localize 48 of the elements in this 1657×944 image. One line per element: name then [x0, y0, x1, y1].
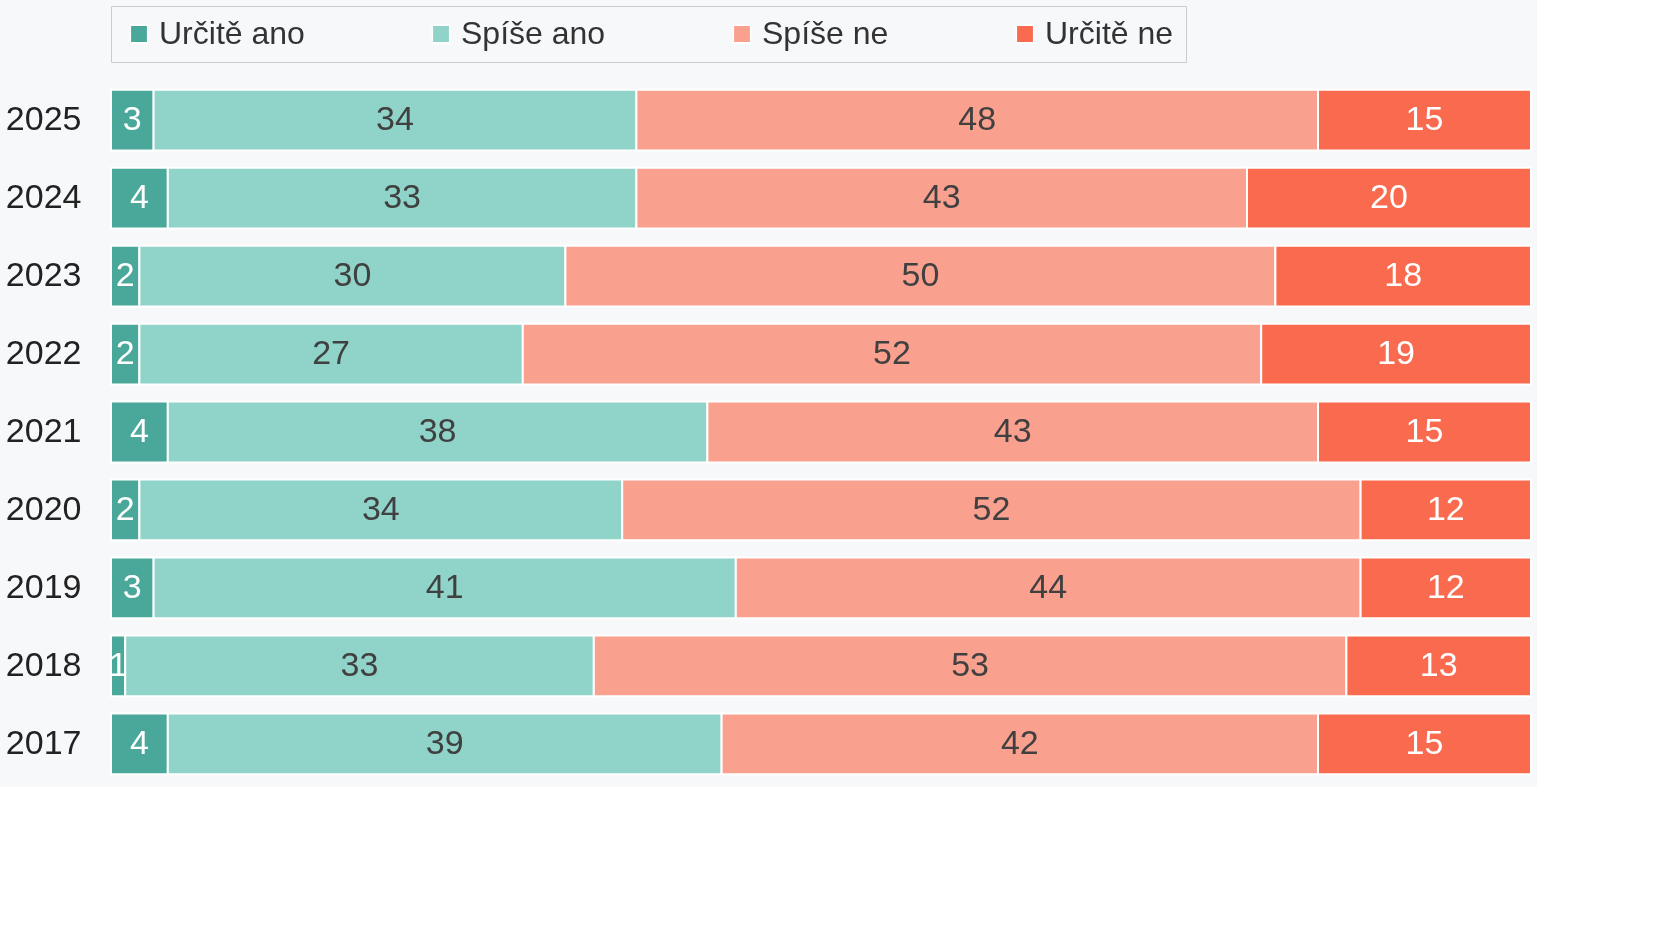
data-label: 34: [361, 488, 400, 527]
data-label: 33: [340, 644, 379, 683]
y-tick-label: 2021: [5, 411, 82, 449]
data-label: 39: [425, 722, 464, 761]
data-label: 48: [958, 99, 997, 138]
data-label: 43: [993, 411, 1032, 449]
data-label: 52: [972, 488, 1011, 527]
data-label: 2: [115, 488, 135, 527]
data-label: 34: [376, 99, 414, 138]
y-tick-label: 2018: [5, 644, 82, 683]
data-label: 50: [901, 255, 940, 294]
data-label: 20: [1370, 177, 1408, 216]
y-tick-label: 2022: [5, 333, 82, 372]
data-label: 41: [425, 566, 464, 605]
data-label: 12: [1426, 566, 1465, 605]
data-label: 53: [951, 644, 990, 683]
data-label: 15: [1405, 722, 1444, 761]
y-tick-label: 2017: [5, 722, 82, 761]
y-tick-label: 2023: [5, 255, 82, 294]
data-label: 30: [333, 255, 372, 294]
data-label: 3: [122, 566, 142, 605]
data-label: 18: [1384, 255, 1423, 294]
data-label: 2: [115, 255, 135, 294]
legend-label: Určitě ne: [1045, 15, 1174, 51]
data-label: 52: [873, 333, 911, 372]
legend-label: Spíše ano: [461, 15, 606, 51]
data-label: 27: [312, 333, 351, 372]
data-label: 12: [1426, 488, 1465, 527]
legend-label: Spíše ne: [762, 15, 889, 51]
y-tick-label: 2024: [5, 177, 82, 216]
data-label: 4: [129, 177, 149, 216]
data-label: 2: [115, 333, 135, 372]
data-label: 33: [383, 177, 422, 216]
y-tick-label: 2019: [5, 566, 82, 605]
y-tick-label: 2020: [5, 488, 82, 527]
y-tick-label: 2025: [5, 99, 82, 138]
data-label: 19: [1377, 333, 1416, 372]
data-label: 43: [922, 177, 961, 216]
data-label: 4: [129, 722, 149, 761]
data-label: 3: [122, 99, 142, 138]
data-label: 15: [1405, 411, 1444, 449]
data-label: 38: [418, 411, 457, 449]
data-label: 4: [129, 411, 149, 449]
data-label: 13: [1419, 644, 1458, 683]
data-label: 15: [1405, 99, 1444, 138]
legend-label: Určitě ano: [159, 15, 305, 51]
data-label: 42: [1000, 722, 1039, 761]
data-label: 44: [1029, 566, 1068, 605]
